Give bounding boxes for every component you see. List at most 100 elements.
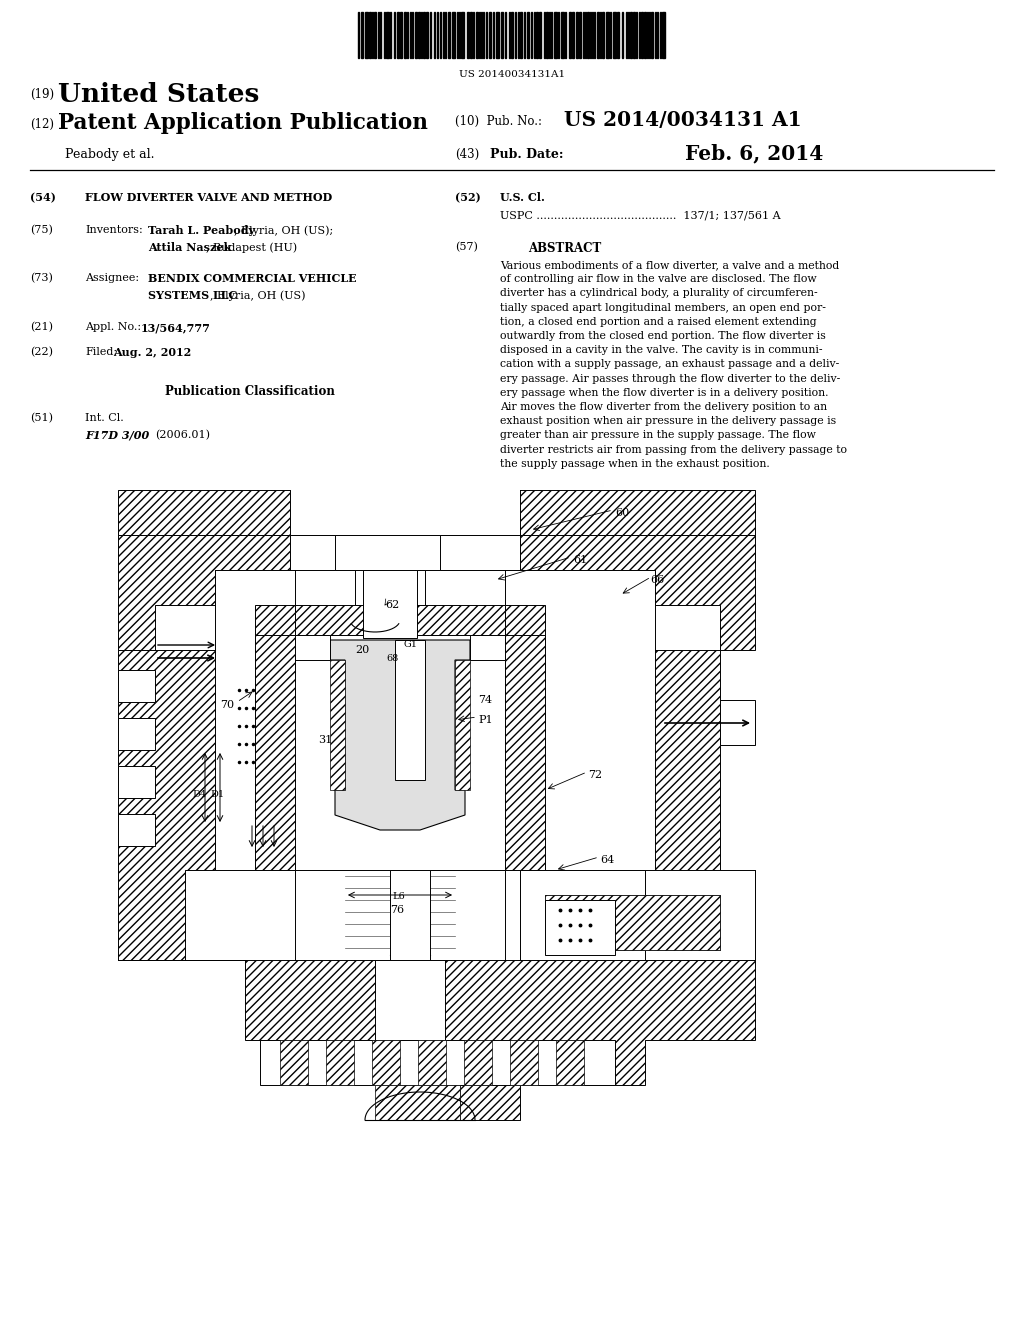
Text: USPC ........................................  137/1; 137/561 A: USPC ...................................… [500,210,780,220]
Polygon shape [520,535,755,649]
Bar [118,766,155,799]
Bar [362,570,417,638]
Text: ery passage. Air passes through the flow diverter to the deliv-: ery passage. Air passes through the flow… [500,374,841,384]
Polygon shape [330,640,470,830]
Text: 62: 62 [385,601,399,610]
Bar [290,535,520,570]
Bar [523,12,525,58]
Bar [546,12,548,58]
Bar [436,12,438,58]
Bar [403,12,406,58]
Text: D1: D1 [210,789,224,799]
Bar [415,12,417,58]
Bar [215,570,655,870]
Text: (57): (57) [455,242,478,252]
Text: (51): (51) [30,413,53,424]
Text: 13/564,777: 13/564,777 [141,322,211,333]
Bar [386,12,388,58]
Bar [418,12,420,58]
Text: 74: 74 [478,696,493,705]
Bar [418,1040,446,1085]
Bar [520,870,755,960]
Text: 68: 68 [386,653,398,663]
Text: 66: 66 [650,576,665,585]
Bar [118,671,155,702]
Polygon shape [255,605,295,870]
Text: (52): (52) [455,191,480,203]
Text: D4: D4 [193,789,206,799]
Bar [470,12,472,58]
Bar [426,12,427,58]
Text: 64: 64 [600,855,614,865]
Bar [510,1040,538,1085]
Text: disposed in a cavity in the valve. The cavity is in communi-: disposed in a cavity in the valve. The c… [500,346,822,355]
Text: (22): (22) [30,347,53,358]
Text: 20: 20 [355,645,370,655]
Polygon shape [118,490,755,535]
Polygon shape [520,870,755,960]
Bar [613,12,615,58]
Bar [326,1040,354,1085]
Text: , Elyria, OH (US);: , Elyria, OH (US); [234,224,333,235]
Polygon shape [505,605,545,870]
Bar [442,12,444,58]
Text: Attila Naszek: Attila Naszek [148,242,231,253]
Bar [606,12,609,58]
Polygon shape [290,490,520,535]
Bar [568,12,571,58]
Text: cation with a supply passage, an exhaust passage and a deliv-: cation with a supply passage, an exhaust… [500,359,840,370]
Bar [641,12,642,58]
Text: Filed:: Filed: [85,347,117,356]
Text: Tarah L. Peabody: Tarah L. Peabody [148,224,255,236]
Bar [602,12,603,58]
Bar [429,12,431,58]
Text: tion, a closed end portion and a raised element extending: tion, a closed end portion and a raised … [500,317,816,327]
Bar [295,635,330,660]
Bar [572,12,573,58]
Bar [643,12,645,58]
Text: Feb. 6, 2014: Feb. 6, 2014 [685,143,823,162]
Text: P1: P1 [478,715,493,725]
Text: 72: 72 [588,770,602,780]
Bar [617,12,618,58]
Polygon shape [625,649,720,960]
Bar [389,12,391,58]
Text: (10)  Pub. No.:: (10) Pub. No.: [455,115,542,128]
Polygon shape [545,895,720,950]
Text: Patent Application Publication: Patent Application Publication [58,112,428,135]
Polygon shape [118,960,755,1119]
Text: 61: 61 [573,554,587,565]
Bar [587,12,589,58]
Bar [295,635,505,870]
Bar [520,12,522,58]
Polygon shape [455,660,470,789]
Bar [583,12,584,58]
Text: Appl. No.:: Appl. No.: [85,322,141,333]
Bar [372,1040,400,1085]
Bar [630,12,632,58]
Text: outwardly from the closed end portion. The flow diverter is: outwardly from the closed end portion. T… [500,331,825,341]
Text: Various embodiments of a flow diverter, a valve and a method: Various embodiments of a flow diverter, … [500,260,840,271]
Bar [395,640,425,780]
Bar [557,12,559,58]
Bar [421,12,422,58]
Bar [534,12,535,58]
Bar [118,718,155,750]
Bar [579,12,581,58]
Bar [400,12,401,58]
Bar [662,12,665,58]
Bar [452,12,455,58]
Text: Publication Classification: Publication Classification [165,385,335,399]
Text: 60: 60 [615,508,630,517]
Text: (19): (19) [30,88,54,102]
Text: exhaust position when air pressure in the delivery passage is: exhaust position when air pressure in th… [500,416,837,426]
Bar [369,12,371,58]
Bar [390,870,430,960]
Bar [597,12,598,58]
Bar [467,12,469,58]
Polygon shape [295,605,505,635]
Text: Inventors:: Inventors: [85,224,142,235]
Polygon shape [520,870,755,960]
Text: BENDIX COMMERCIAL VEHICLE: BENDIX COMMERCIAL VEHICLE [148,273,356,284]
Bar [459,12,460,58]
